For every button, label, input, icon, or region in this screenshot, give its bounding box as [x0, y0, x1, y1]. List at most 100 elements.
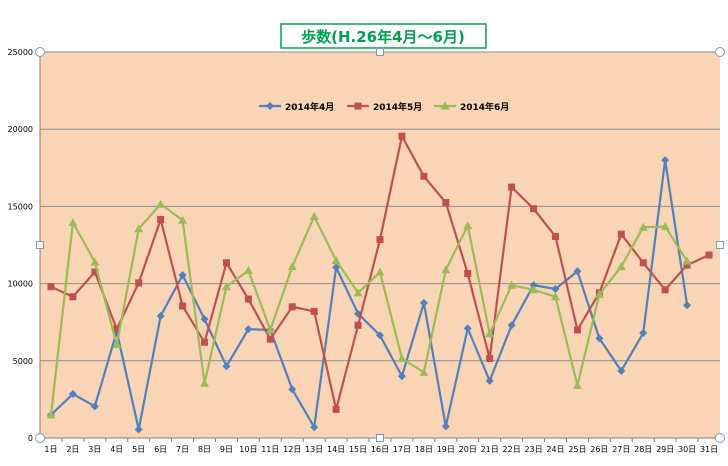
legend-label: 2014年6月 [460, 101, 509, 113]
data-point [68, 389, 77, 398]
x-tick-label: 9日 [220, 445, 233, 454]
selection-handles [35, 47, 725, 443]
data-point [486, 354, 494, 362]
legend: 2014年4月 2014年5月 2014年6月 [259, 101, 509, 113]
data-point [442, 199, 450, 207]
x-tick-label: 22日 [503, 445, 521, 454]
resize-handle-side[interactable] [36, 241, 44, 249]
data-point [573, 326, 581, 334]
series-line [49, 202, 689, 415]
data-point [508, 183, 516, 191]
data-point [112, 340, 122, 349]
data-point [638, 222, 648, 231]
data-point [397, 372, 406, 381]
x-tick-label: 5日 [132, 445, 145, 454]
y-tick-label: 0 [28, 434, 33, 443]
x-tick-label: 18日 [415, 445, 433, 454]
x-tick-label: 23日 [524, 445, 542, 454]
resize-handle-corner[interactable] [715, 47, 725, 57]
legend-label: 2014年4月 [285, 101, 334, 113]
data-point [178, 271, 187, 280]
data-point [179, 302, 187, 310]
legend-item: 2014年6月 [434, 101, 509, 113]
data-point [529, 285, 539, 294]
data-point [243, 265, 253, 274]
plot-background-layer [40, 52, 720, 438]
series-3 [46, 199, 692, 419]
data-point [90, 257, 100, 266]
y-tick-label: 15000 [8, 202, 33, 211]
data-point [354, 321, 362, 329]
legend-marker [354, 102, 362, 110]
data-point [353, 288, 363, 297]
data-point [266, 335, 274, 343]
chart-title-group: 歩数(H.26年4月～6月) [280, 23, 487, 49]
resize-handle-corner[interactable] [35, 47, 45, 57]
resize-handle-side[interactable] [376, 434, 384, 442]
data-point [265, 325, 275, 334]
data-point [551, 285, 560, 294]
data-point [310, 307, 318, 315]
x-tick-label: 6日 [154, 445, 167, 454]
resize-handle-corner[interactable] [715, 433, 725, 443]
data-point [135, 279, 143, 287]
data-point [200, 378, 210, 387]
x-tick-label: 11日 [261, 445, 279, 454]
data-point [419, 298, 428, 307]
data-point [47, 283, 55, 291]
chart-title: 歩数(H.26年4月～6月) [301, 28, 465, 46]
resize-handle-corner[interactable] [35, 433, 45, 443]
data-point [309, 211, 319, 220]
data-point [419, 367, 429, 376]
data-point [594, 289, 604, 298]
legend-marker [266, 102, 274, 110]
data-point [156, 199, 166, 208]
data-point [507, 321, 516, 330]
x-tick-label: 27日 [612, 445, 630, 454]
resize-handle-side[interactable] [376, 48, 384, 56]
data-point [639, 329, 648, 338]
data-point [573, 267, 582, 276]
resize-handle-side[interactable] [716, 241, 724, 249]
data-point [156, 312, 165, 321]
legend-item: 2014年5月 [347, 101, 422, 113]
data-point [420, 172, 428, 180]
data-point [375, 267, 385, 276]
data-point [507, 280, 517, 289]
data-point [332, 405, 340, 413]
x-tick-label: 15日 [349, 445, 367, 454]
x-tick-label: 12日 [283, 445, 301, 454]
x-tick-label: 30日 [678, 445, 696, 454]
x-tick-label: 8日 [198, 445, 211, 454]
data-point [595, 334, 604, 343]
data-point [376, 236, 384, 244]
data-point [441, 422, 450, 431]
data-point [244, 325, 253, 334]
data-point [201, 338, 209, 346]
data-point [244, 295, 252, 303]
data-point [222, 259, 230, 267]
series-line [50, 158, 689, 431]
data-point [200, 315, 209, 324]
data-point [485, 329, 495, 338]
data-point [683, 301, 692, 310]
data-point [288, 303, 296, 311]
legend-item: 2014年4月 [259, 101, 334, 113]
data-point [221, 282, 231, 291]
legend-marker [440, 101, 450, 110]
data-point [683, 261, 691, 269]
data-point [134, 224, 144, 233]
data-point [113, 325, 121, 333]
data-point [46, 410, 56, 419]
data-point [463, 324, 472, 333]
x-tick-label: 24日 [546, 445, 564, 454]
x-tick-label: 14日 [327, 445, 345, 454]
data-point [530, 205, 538, 213]
data-point [91, 268, 99, 276]
data-point [68, 218, 78, 227]
x-tick-label: 17日 [393, 445, 411, 454]
data-point [660, 221, 670, 230]
data-point [617, 366, 626, 375]
x-tick-label: 7日 [176, 445, 189, 454]
